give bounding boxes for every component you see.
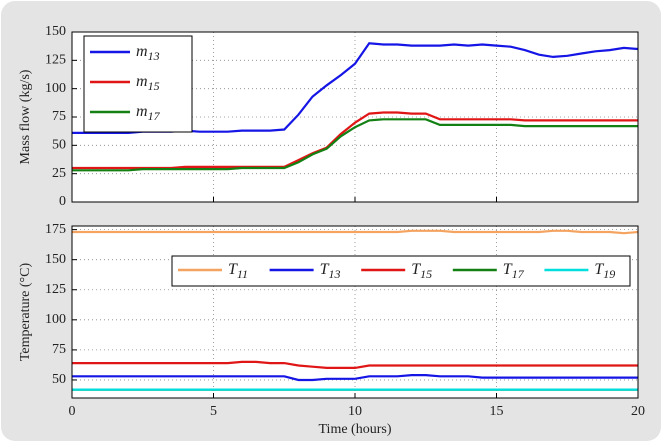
y-tick-label: 50: [52, 138, 66, 153]
data-line: [72, 229, 639, 235]
x-tick-label: 0: [69, 404, 76, 419]
y-tick-label: 150: [45, 252, 66, 267]
y-tick-label: 75: [52, 342, 66, 357]
plot-frame: [71, 31, 639, 203]
y-tick-label: 175: [45, 222, 66, 237]
y-axis-label: Mass flow (kg/s): [18, 69, 33, 164]
x-axis-label: Time (hours): [319, 422, 392, 437]
y-tick-label: 0: [59, 194, 66, 209]
legend-label: m15: [136, 73, 160, 93]
y-tick-label: 150: [45, 24, 66, 39]
legend-label: m17: [136, 103, 161, 123]
y-tick-label: 100: [45, 312, 66, 327]
y-tick-label: 25: [52, 166, 66, 181]
y-tick-label: 75: [52, 109, 66, 124]
x-tick-label: 20: [631, 404, 645, 419]
y-tick-label: 50: [52, 372, 66, 387]
x-tick-label: 10: [348, 404, 362, 419]
data-line: [72, 374, 638, 382]
data-line: [72, 118, 638, 172]
y-tick-label: 125: [45, 282, 66, 297]
y-axis-label: Temperature (°C): [18, 263, 33, 362]
y-tick-label: 100: [45, 81, 66, 96]
plot-area: [72, 226, 638, 398]
legend-label: T15: [411, 261, 432, 281]
y-tick-label: 125: [45, 53, 66, 68]
plot-frame: [71, 225, 639, 399]
data-line: [72, 360, 638, 369]
x-tick-label: 5: [210, 404, 217, 419]
legend-label: T13: [320, 261, 341, 281]
legend-label: m13: [136, 43, 160, 63]
x-tick-label: 15: [490, 404, 504, 419]
legend-label: T11: [228, 261, 248, 281]
legend-label: T19: [594, 261, 615, 281]
legend-label: T17: [503, 261, 525, 281]
